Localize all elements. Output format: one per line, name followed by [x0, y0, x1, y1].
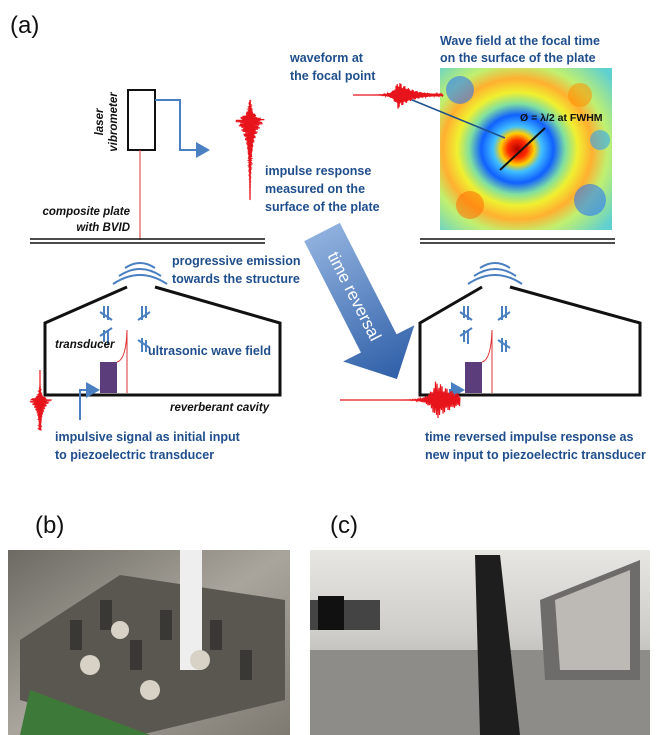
- waveform: [353, 83, 443, 108]
- arrow: [155, 100, 208, 150]
- panel-label: (c): [330, 512, 358, 539]
- waveform: [30, 370, 52, 430]
- vibrometer: [128, 90, 155, 150]
- label: Ø = λ/2 at FWHM: [520, 112, 603, 124]
- waveform: [236, 100, 265, 200]
- label: reverberant cavity: [170, 402, 270, 414]
- photo-c: [310, 550, 650, 735]
- panel-label: (b): [35, 512, 64, 539]
- photo-b: [8, 550, 290, 735]
- transducer: [100, 362, 117, 393]
- figure: (a) laservibrometer impulse responsemeas…: [0, 0, 656, 735]
- label: transducer: [55, 339, 115, 351]
- waveform: [340, 382, 460, 418]
- time-reversal-arrow: time reversal: [286, 214, 432, 397]
- panel-label: (a): [10, 12, 39, 39]
- transducer: [465, 362, 482, 393]
- label: ultrasonic wave field: [148, 344, 271, 358]
